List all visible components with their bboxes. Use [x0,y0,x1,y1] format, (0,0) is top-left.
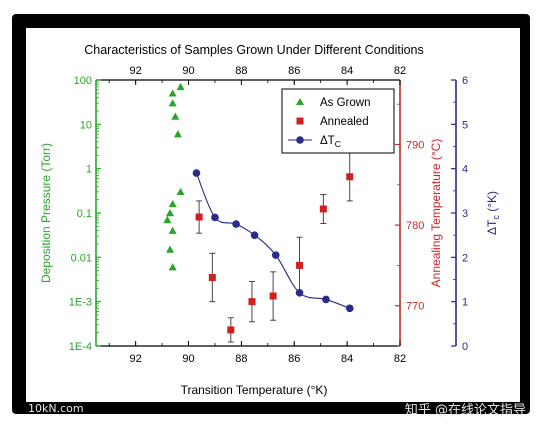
as-grown-point [176,187,185,196]
axes-layer: 92 90 88 86 84 82 92 90 88 86 84 82 1E-4 1E-3 0.01 0.1 1… [39,65,501,365]
right-2-tick-label: 3 [462,208,468,220]
right-2-axis-label: ΔTc (°K) [485,191,501,235]
top-tick-label: 88 [235,65,247,77]
left-tick-label: 0.01 [71,252,92,264]
delta-tc-point [250,231,259,239]
delta-tc-point [295,289,304,297]
delta-tc-point [322,295,330,304]
right-1-tick-label: 770 [406,301,424,313]
right-1-tick-label: 780 [406,220,424,232]
legend-label: ΔTC [320,135,341,149]
left-tick-label: 100 [74,75,92,87]
left-tick-label: 1E-4 [69,341,92,353]
left-tick-label: 0.1 [77,208,92,220]
right-2-tick-label: 5 [462,119,468,131]
x-axis-label: Transition Temperature (°K) [181,383,328,397]
legend-marker-circle [296,136,304,144]
right-1-axis-label: Annealing Temperature (°C) [429,139,443,288]
chart-panel: Characteristics of Samples Grown Under D… [26,28,520,402]
top-tick-label: 82 [394,65,406,77]
annealed-point [227,326,235,334]
watermark-left: 10kN.com [28,402,84,415]
as-grown-point [168,89,177,97]
delta-tc-point [271,251,280,259]
chart: Characteristics of Samples Grown Under D… [39,43,501,397]
as-grown-point [168,199,177,208]
top-tick-label: 92 [130,65,142,77]
right-2-tick-label: 6 [462,75,468,87]
annealed-point [208,273,216,281]
legend-marker-triangle [296,98,304,105]
right-2-tick-label: 2 [462,252,468,264]
as-grown-point [173,130,182,138]
delta-tc-point [192,169,201,177]
as-grown-point [166,209,175,217]
legend: As Grown Annealed ΔTC [281,88,395,154]
x-tick-label: 82 [394,353,406,365]
delta-tc-point [345,304,354,313]
delta-tc-point [211,213,219,222]
legend-label: As Grown [320,97,371,109]
right-1-tick-label: 790 [406,139,424,151]
chart-title: Characteristics of Samples Grown Under D… [84,43,424,57]
as-grown-point [163,215,172,224]
left-tick-label: 10 [80,119,92,131]
x-tick-label: 86 [288,353,300,365]
left-tick-label: 1 [86,164,92,176]
annealed-point [195,213,203,221]
legend-label: Annealed [320,116,369,128]
right-2-tick-label: 4 [462,164,468,176]
x-tick-label: 84 [341,353,353,365]
annealed-point [319,205,327,213]
as-grown-point [168,226,177,234]
as-grown-point [168,99,177,107]
annealed-point [269,292,277,300]
watermark-right: 知乎 @在线论文指导 [404,403,526,418]
marks-layer [163,82,354,343]
legend-marker-square [296,117,304,125]
x-tick-label: 92 [130,353,142,365]
annealed-point [248,298,256,306]
left-tick-label: 1E-3 [69,297,92,309]
annealed-point [296,261,304,269]
right-2-tick-label: 1 [462,297,468,309]
as-grown-point [166,245,175,253]
x-tick-label: 88 [235,353,247,365]
x-tick-label: 90 [182,353,194,365]
top-tick-label: 90 [182,65,194,77]
top-tick-label: 86 [288,65,300,77]
right-2-tick-label: 0 [462,341,468,353]
left-axis-label: Deposition Pressure (Torr) [39,143,53,283]
annealed-point [346,173,354,181]
top-tick-label: 84 [341,65,353,77]
as-grown-point [176,82,185,91]
delta-tc-point [232,220,240,228]
as-grown-point [171,112,180,120]
as-grown-point [168,263,177,271]
